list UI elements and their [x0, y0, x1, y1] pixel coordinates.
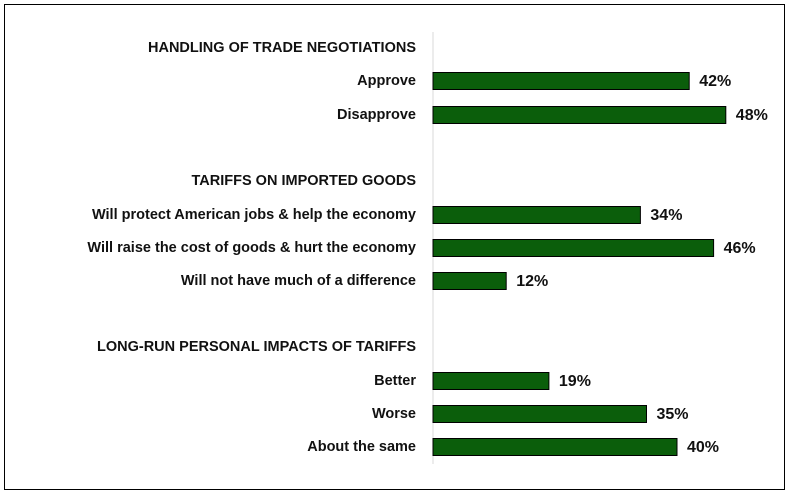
- data-label: 42%: [699, 73, 731, 90]
- group-title: TARIFFS ON IMPORTED GOODS: [192, 173, 417, 189]
- group-title: HANDLING OF TRADE NEGOTIATIONS: [148, 40, 416, 56]
- bar: [432, 106, 727, 124]
- data-label: 48%: [736, 107, 768, 124]
- bar: [432, 438, 678, 456]
- bar: [432, 272, 507, 290]
- category-label: Will raise the cost of goods & hurt the …: [87, 240, 416, 256]
- category-label: Will not have much of a difference: [181, 273, 416, 289]
- bar: [432, 405, 647, 423]
- category-label: Better: [374, 373, 416, 389]
- category-label: Will protect American jobs & help the ec…: [92, 207, 416, 223]
- category-label: About the same: [307, 439, 416, 455]
- bar: [432, 239, 715, 257]
- bar: [432, 72, 690, 90]
- data-label: 34%: [650, 207, 682, 224]
- category-label: Approve: [357, 73, 416, 89]
- data-label: 19%: [559, 373, 591, 390]
- data-label: 35%: [657, 406, 689, 423]
- bar: [432, 372, 550, 390]
- data-label: 46%: [724, 240, 756, 257]
- category-label: Disapprove: [337, 107, 416, 123]
- group-title: LONG-RUN PERSONAL IMPACTS OF TARIFFS: [97, 339, 416, 355]
- data-label: 40%: [687, 439, 719, 456]
- data-label: 12%: [516, 273, 548, 290]
- category-label: Worse: [372, 406, 416, 422]
- bar: [432, 206, 641, 224]
